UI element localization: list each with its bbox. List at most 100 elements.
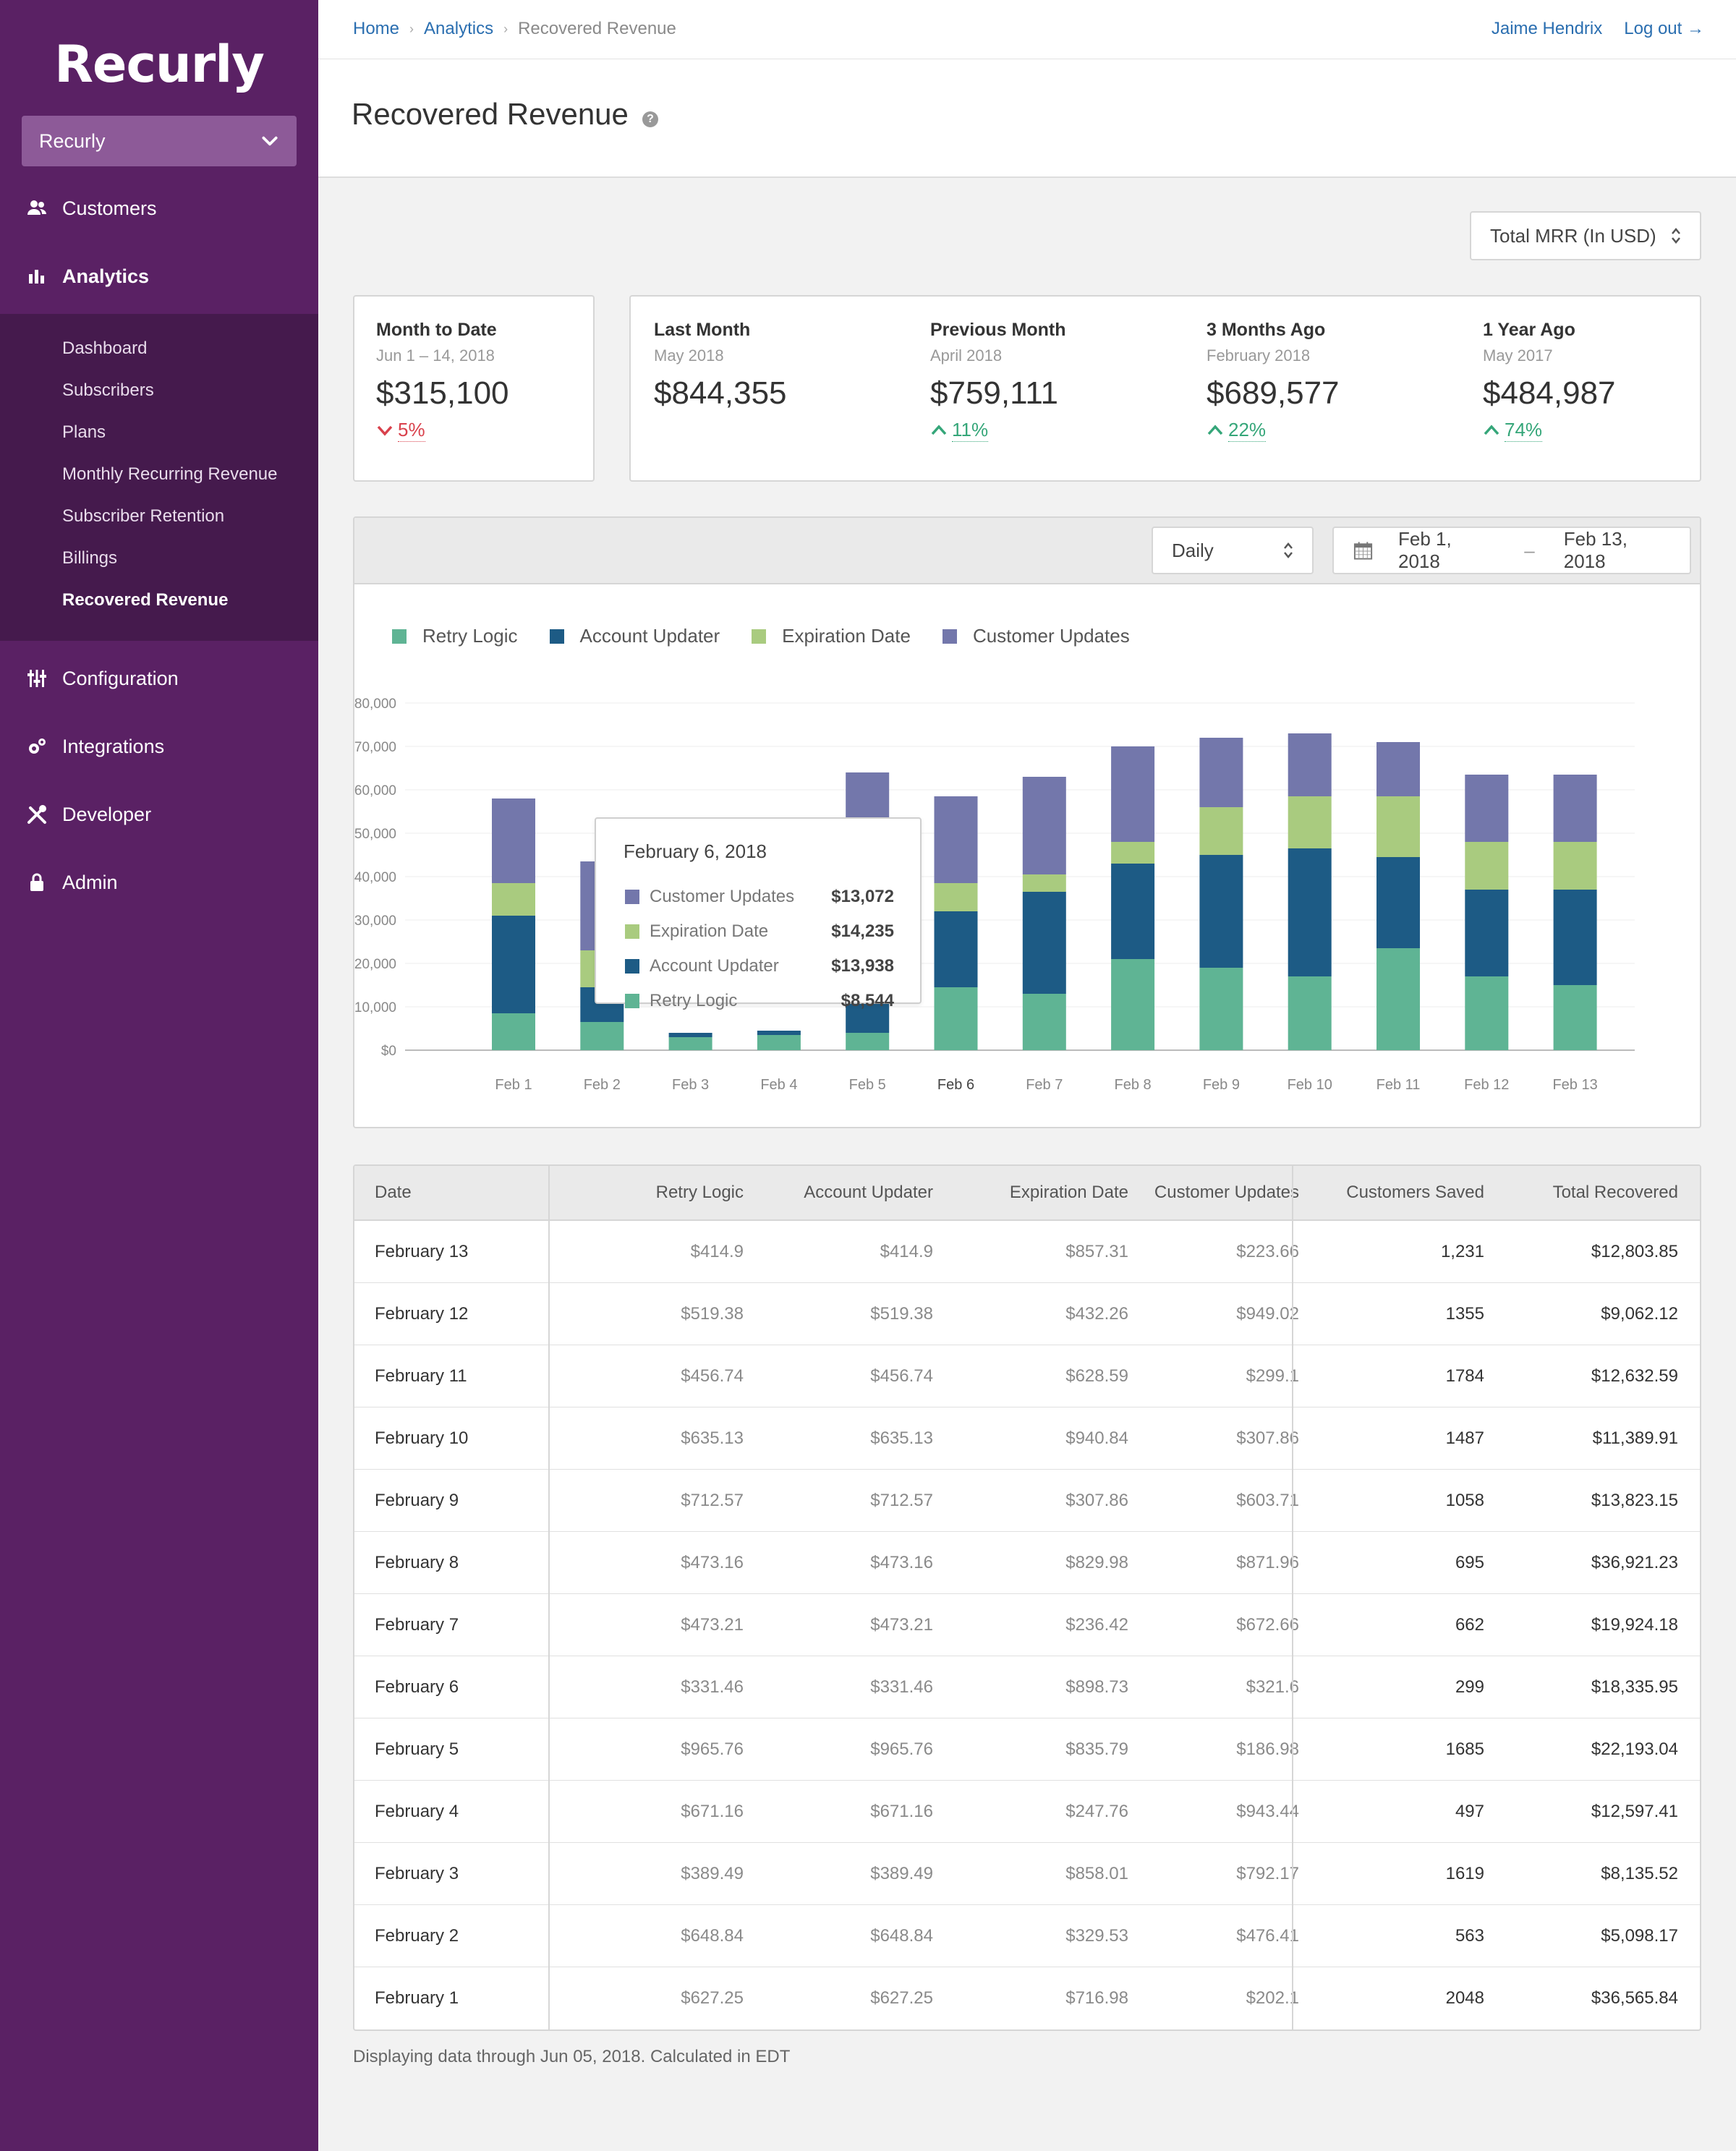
stat-value: $844,355 <box>654 375 787 411</box>
breadcrumb-home[interactable]: Home <box>353 19 400 38</box>
table-row: February 1 $627.25 $627.25 $716.98 $202.1 204… <box>354 1967 1700 2029</box>
bar-segment[interactable] <box>1199 738 1243 807</box>
col-header-account-updater[interactable]: Account Updater <box>804 1183 933 1202</box>
subnav-subscribers[interactable]: Subscribers <box>62 380 154 400</box>
stat-value: $484,987 <box>1483 375 1616 411</box>
cell-date: February 5 <box>375 1739 459 1759</box>
bar-segment[interactable] <box>1288 848 1332 976</box>
legend-item-retry-logic[interactable]: Retry Logic <box>392 625 518 647</box>
bar-segment[interactable] <box>1111 842 1155 864</box>
bar-segment[interactable] <box>492 916 535 1013</box>
bar-segment[interactable] <box>846 1033 890 1050</box>
cell-date: February 6 <box>375 1677 459 1697</box>
bar-segment[interactable] <box>1111 959 1155 1050</box>
top-bar: Home › Analytics › Recovered Revenue Jai… <box>318 0 1736 59</box>
stat-previous-month: Previous Month April 2018 $759,111 11% <box>930 320 1066 442</box>
bar-segment[interactable] <box>934 796 978 883</box>
bar-segment[interactable] <box>1377 948 1420 1050</box>
bar-segment[interactable] <box>934 883 978 911</box>
user-name-link[interactable]: Jaime Hendrix <box>1491 19 1603 38</box>
bar-segment[interactable] <box>1288 976 1332 1050</box>
bar-segment[interactable] <box>580 1022 624 1050</box>
stat-value: $759,111 <box>930 375 1058 411</box>
cell-account-updater: $414.9 <box>880 1241 933 1261</box>
metric-select[interactable]: Total MRR (In USD) <box>1470 211 1701 260</box>
bar-segment[interactable] <box>934 987 978 1050</box>
date-from[interactable]: Feb 1, 2018 <box>1398 528 1452 572</box>
bar-segment[interactable] <box>1553 985 1597 1050</box>
x-tick-label: Feb 2 <box>584 1077 621 1093</box>
bar-segment[interactable] <box>1022 874 1066 892</box>
legend-swatch <box>392 629 407 644</box>
bar-segment[interactable] <box>1553 775 1597 842</box>
col-header-customers-saved[interactable]: Customers Saved <box>1346 1183 1484 1202</box>
col-header-customer-updates[interactable]: Customer Updates <box>1154 1183 1299 1202</box>
col-header-expiration-date[interactable]: Expiration Date <box>1009 1183 1128 1202</box>
bar-segment[interactable] <box>1553 842 1597 890</box>
bar-segment[interactable] <box>668 1037 712 1050</box>
subnav-mrr[interactable]: Monthly Recurring Revenue <box>62 464 278 484</box>
recurly-logo[interactable]: Recurly <box>54 35 265 94</box>
bar-segment[interactable] <box>1553 890 1597 985</box>
bar-segment[interactable] <box>1377 742 1420 796</box>
nav-developer[interactable]: Developer <box>0 789 318 840</box>
col-header-date[interactable]: Date <box>375 1183 412 1202</box>
help-icon[interactable]: ? <box>642 111 658 127</box>
col-header-total-recovered[interactable]: Total Recovered <box>1552 1183 1678 1202</box>
bar-segment[interactable] <box>757 1031 801 1035</box>
bar-segment[interactable] <box>1199 855 1243 968</box>
nav-customers[interactable]: Customers <box>0 183 318 234</box>
cell-customers-saved: 1,231 <box>1440 1241 1484 1261</box>
nav-admin[interactable]: Admin <box>0 857 318 908</box>
bar-segment[interactable] <box>492 883 535 916</box>
bar-segment[interactable] <box>492 1013 535 1050</box>
subnav-billings[interactable]: Billings <box>62 548 118 568</box>
cell-customers-saved: 1685 <box>1445 1739 1484 1759</box>
subnav-dashboard[interactable]: Dashboard <box>62 338 148 358</box>
site-select[interactable]: Recurly <box>22 116 297 166</box>
bar-segment[interactable] <box>492 798 535 883</box>
cell-customer-updates: $792.17 <box>1236 1863 1299 1883</box>
bar-segment[interactable] <box>934 911 978 987</box>
legend-item-customer-updates[interactable]: Customer Updates <box>942 625 1130 647</box>
date-to[interactable]: Feb 13, 2018 <box>1563 528 1628 572</box>
legend-item-account-updater[interactable]: Account Updater <box>549 625 720 647</box>
table-row: February 9 $712.57 $712.57 $307.86 $603.71 10… <box>354 1470 1700 1532</box>
cell-date: February 2 <box>375 1925 459 1946</box>
interval-select[interactable]: Daily <box>1152 527 1314 574</box>
lock-icon <box>25 872 49 893</box>
bar-segment[interactable] <box>1111 864 1155 959</box>
nav-configuration[interactable]: Configuration <box>0 653 318 704</box>
nav-integrations[interactable]: Integrations <box>0 721 318 772</box>
bar-segment[interactable] <box>757 1035 801 1050</box>
date-range-picker[interactable]: Feb 1, 2018 – Feb 13, 2018 <box>1332 527 1691 574</box>
y-tick-label: $10,000 <box>354 1000 396 1015</box>
legend-item-expiration-date[interactable]: Expiration Date <box>752 625 911 647</box>
subnav-plans[interactable]: Plans <box>62 422 106 442</box>
bar-segment[interactable] <box>1465 976 1509 1050</box>
nav-analytics[interactable]: Analytics <box>0 251 318 302</box>
bar-segment[interactable] <box>1288 796 1332 848</box>
cell-customer-updates: $943.44 <box>1236 1801 1299 1821</box>
bar-segment[interactable] <box>1465 775 1509 842</box>
stat-change: 11% <box>930 419 1066 442</box>
tooltip-value: $13,938 <box>831 956 894 976</box>
bar-segment[interactable] <box>1465 842 1509 890</box>
bar-segment[interactable] <box>1465 890 1509 976</box>
subnav-subscriber-retention[interactable]: Subscriber Retention <box>62 506 225 526</box>
bar-segment[interactable] <box>1199 968 1243 1050</box>
col-header-retry-logic[interactable]: Retry Logic <box>655 1183 744 1202</box>
bar-segment[interactable] <box>1377 857 1420 948</box>
bar-segment[interactable] <box>1022 892 1066 994</box>
bar-segment[interactable] <box>1111 746 1155 842</box>
bar-segment[interactable] <box>668 1033 712 1037</box>
breadcrumb-analytics[interactable]: Analytics <box>424 19 494 38</box>
x-tick-label: Feb 12 <box>1464 1077 1509 1093</box>
bar-segment[interactable] <box>1022 777 1066 874</box>
bar-segment[interactable] <box>1288 733 1332 796</box>
logout-link[interactable]: Log out → <box>1624 19 1704 38</box>
bar-segment[interactable] <box>1022 994 1066 1050</box>
subnav-recovered-revenue[interactable]: Recovered Revenue <box>62 590 229 610</box>
bar-segment[interactable] <box>1377 796 1420 857</box>
bar-segment[interactable] <box>1199 807 1243 855</box>
